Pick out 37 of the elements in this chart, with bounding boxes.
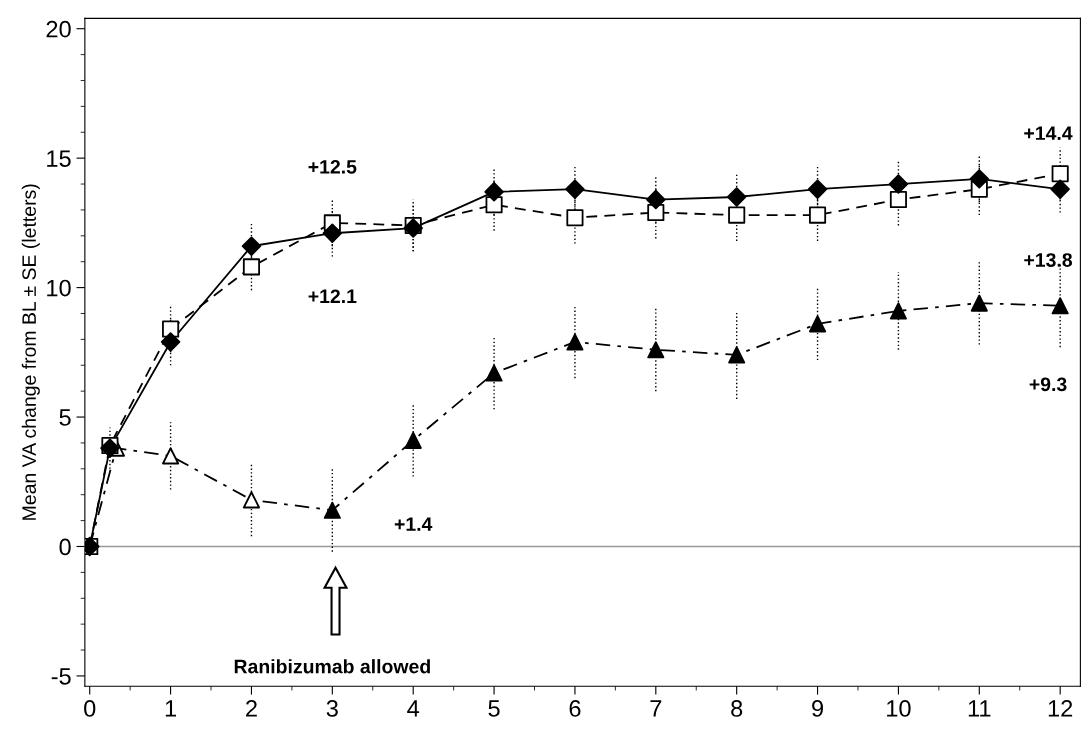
y-tick-label: 5 <box>59 409 71 426</box>
x-tick-label: 3 <box>326 700 338 717</box>
annotation: +12.1 <box>308 289 357 303</box>
x-tick-label: 9 <box>812 700 823 717</box>
point <box>485 364 503 382</box>
x-tick-label: 2 <box>246 700 257 717</box>
x-tick-label: 8 <box>731 700 743 717</box>
annotation: +9.3 <box>1029 377 1067 392</box>
x-tick-label: 7 <box>650 700 662 717</box>
point <box>323 501 341 519</box>
point <box>809 315 827 333</box>
point <box>566 333 584 351</box>
y-axis-title: Mean VA change from BL ± SE (letters) <box>21 184 40 520</box>
y-tick-label: 20 <box>46 20 71 38</box>
x-tick-label: 12 <box>1048 700 1073 717</box>
point <box>728 346 746 364</box>
y-tick-label: 0 <box>59 538 71 556</box>
x-tick-label: 4 <box>407 700 420 717</box>
x-tick-label: 10 <box>887 700 911 717</box>
annotation: +1.4 <box>394 517 433 531</box>
annotation: +12.5 <box>308 159 357 174</box>
point <box>889 302 907 320</box>
annotation: Ranibizumab allowed <box>234 659 430 674</box>
x-tick-label: 11 <box>968 700 991 717</box>
y-tick-label: -5 <box>51 668 71 685</box>
annotation: +14.4 <box>1024 126 1073 140</box>
x-tick-label: 1 <box>165 700 176 717</box>
point <box>1051 297 1069 315</box>
x-tick-label: 0 <box>84 700 96 717</box>
point <box>647 341 665 359</box>
y-tick-label: 15 <box>47 150 71 167</box>
point <box>404 431 422 449</box>
y-tick-label: 10 <box>47 279 71 297</box>
annotation: +13.8 <box>1024 253 1073 267</box>
x-tick-label: 6 <box>569 700 581 717</box>
x-tick-label: 5 <box>488 700 500 717</box>
point <box>970 294 988 312</box>
